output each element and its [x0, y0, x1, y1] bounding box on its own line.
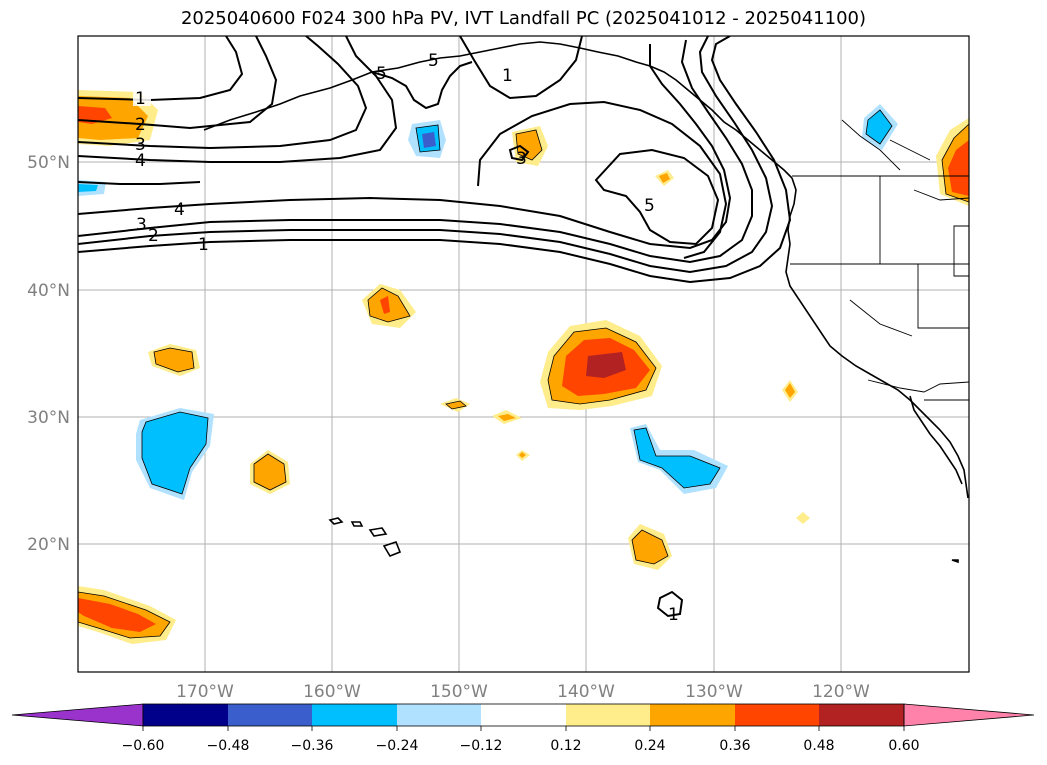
- colorbar-tick: −0.12: [460, 738, 503, 754]
- lat-label: 40°N: [27, 281, 70, 301]
- contour-label: 1: [135, 89, 146, 109]
- colorbar-tick: −0.48: [207, 738, 250, 754]
- colorbar-tick: 0.48: [803, 738, 834, 754]
- lon-label: 150°W: [430, 682, 488, 702]
- lon-label: 140°W: [557, 682, 615, 702]
- colorbar-tick: 0.60: [888, 738, 919, 754]
- contour-low-5: [594, 148, 720, 246]
- shade-outlines: [78, 109, 969, 639]
- colorbar-tick: −0.24: [376, 738, 419, 754]
- contour-label: 2: [135, 115, 146, 135]
- contour-gulf-5: [371, 61, 473, 110]
- pv-contours: [78, 36, 792, 618]
- colorbar-bin: [481, 704, 566, 726]
- lon-label: 160°W: [303, 682, 361, 702]
- political-borders: [790, 119, 969, 401]
- contour-label: 3: [516, 149, 527, 169]
- contour-label: 4: [174, 200, 185, 220]
- colorbar-tick: −0.36: [291, 738, 334, 754]
- contour-label: 5: [428, 51, 439, 71]
- contour-3-jet: [78, 39, 753, 264]
- lat-label: 50°N: [27, 153, 70, 173]
- colorbar-tick: −0.60: [122, 738, 165, 754]
- colorbar-bin: [312, 704, 397, 726]
- colorbar-bin: [735, 704, 819, 726]
- contour-label: 5: [644, 196, 655, 216]
- contour-4-jet: [78, 44, 732, 250]
- contour-label: 3: [135, 135, 146, 155]
- contour-3-north: [78, 36, 368, 150]
- colorbar-bin: [566, 704, 650, 726]
- anomaly-shading: [78, 90, 969, 644]
- contour-2-north: [78, 36, 278, 130]
- map-plot-area: 1 2 3 4 5 5 1 3 4 3 2 1 5 3 1: [78, 36, 969, 672]
- colorbar-low-extend: [11, 703, 144, 727]
- contour-gulf-1: [459, 36, 583, 100]
- contour-label: 2: [148, 226, 159, 246]
- contour-labels: 1 2 3 4 5 5 1 3 4 3 2 1 5 3 1: [133, 51, 679, 625]
- contour-label: 1: [502, 66, 513, 86]
- lon-label: 130°W: [685, 682, 743, 702]
- lon-label: 170°W: [176, 682, 234, 702]
- colorbar-bin: [143, 704, 228, 726]
- colorbar-tick: 0.24: [634, 738, 665, 754]
- colorbar-high-extend: [903, 703, 1035, 727]
- colorbar-tick: 0.36: [719, 738, 750, 754]
- contour-2-jet: [78, 36, 774, 274]
- lon-label: 120°W: [812, 682, 870, 702]
- contour-south-1: [656, 590, 684, 618]
- contour-1-jet: [78, 36, 792, 284]
- lat-label: 20°N: [27, 535, 70, 555]
- colorbar: −0.60 −0.48 −0.36 −0.24 −0.12 0.12 0.24 …: [11, 703, 1035, 754]
- contour-label: 5: [376, 64, 387, 84]
- longitude-labels: 170°W 160°W 150°W 140°W 130°W 120°W: [176, 682, 870, 702]
- contour-label: 3: [136, 215, 147, 235]
- map-title: 2025040600 F024 300 hPa PV, IVT Landfall…: [180, 8, 867, 29]
- colorbar-bin: [228, 704, 312, 726]
- coastlines: [203, 41, 969, 564]
- map-frame: [77, 35, 970, 673]
- contour-gulf-3: [508, 144, 530, 162]
- latitude-labels: 50°N 40°N 30°N 20°N: [27, 153, 70, 555]
- colorbar-bin: [397, 704, 481, 726]
- contour-label: 4: [135, 151, 146, 171]
- contour-label: 1: [668, 605, 679, 625]
- colorbar-bin: [650, 704, 735, 726]
- colorbar-tick: 0.12: [550, 738, 581, 754]
- contour-low-outer: [477, 100, 728, 259]
- lat-label: 30°N: [27, 408, 70, 428]
- contour-label: 1: [198, 235, 209, 255]
- contour-4-north: [78, 36, 398, 163]
- colorbar-bin: [819, 704, 904, 726]
